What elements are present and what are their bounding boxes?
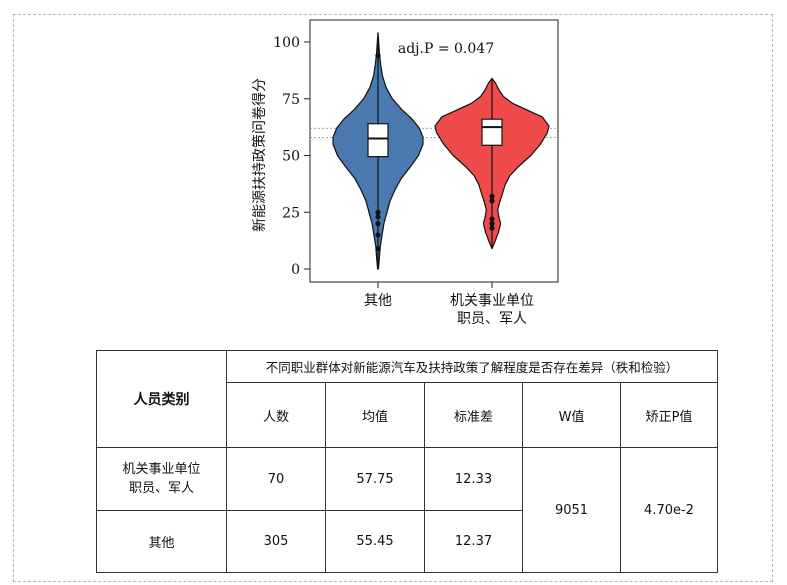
outlier-point — [375, 232, 381, 238]
outlier-point — [489, 221, 495, 227]
col-header-p: 矫正P值 — [620, 382, 718, 448]
y-tick-label: 75 — [282, 92, 300, 108]
outlier-point — [489, 225, 495, 231]
outlier-point — [375, 221, 381, 227]
p-value-cell: 4.70e-2 — [620, 447, 718, 573]
p-value-annotation: adj.P = 0.047 — [398, 41, 494, 57]
outlier-point — [489, 193, 495, 199]
table-row: 其他 305 55.45 12.37 — [96, 510, 718, 573]
sd-cell: 12.37 — [424, 510, 523, 573]
col-header-sd: 标准差 — [424, 382, 523, 448]
y-tick-label: 50 — [282, 149, 300, 165]
row-header-cell: 人员类别 — [96, 350, 227, 448]
outlier-point — [489, 198, 495, 204]
table-title: 不同职业群体对新能源汽车及扶持政策了解程度是否存在差异（秩和检验） — [226, 350, 718, 383]
group-cell: 其他 — [96, 510, 227, 573]
x-tick-label: 机关事业单位 — [450, 293, 534, 309]
n-cell: 305 — [226, 510, 326, 573]
rank-sum-test-table: 人员类别 不同职业群体对新能源汽车及扶持政策了解程度是否存在差异（秩和检验） 人… — [96, 350, 718, 573]
table-row: 机关事业单位 职员、军人 70 57.75 12.33 9051 4.70e-2 — [96, 447, 718, 573]
w-value-cell: 9051 — [522, 447, 621, 573]
outlier-point — [375, 214, 381, 220]
y-tick-label: 100 — [273, 35, 300, 51]
group-cell: 机关事业单位 职员、军人 — [96, 447, 227, 511]
col-header-mean: 均值 — [325, 382, 425, 448]
x-tick-label: 职员、军人 — [457, 311, 527, 327]
y-tick-label: 0 — [291, 262, 300, 278]
y-tick-label: 25 — [282, 205, 300, 221]
col-header-w: W值 — [522, 382, 621, 448]
mean-cell: 55.45 — [325, 510, 425, 573]
x-tick-label: 其他 — [364, 293, 392, 309]
col-header-n: 人数 — [226, 382, 326, 448]
outlier-point — [375, 245, 381, 252]
figure-frame — [13, 14, 773, 582]
outlier-point — [375, 209, 381, 215]
box — [367, 123, 389, 158]
plot-area — [309, 19, 559, 283]
sd-cell: 12.33 — [424, 447, 523, 511]
y-axis-label: 新能源扶持政策问卷得分 — [251, 78, 268, 232]
outlier-point — [489, 216, 495, 222]
box — [481, 118, 503, 146]
mean-cell: 57.75 — [325, 447, 425, 511]
outlier-point — [375, 53, 381, 59]
n-cell: 70 — [226, 447, 326, 511]
